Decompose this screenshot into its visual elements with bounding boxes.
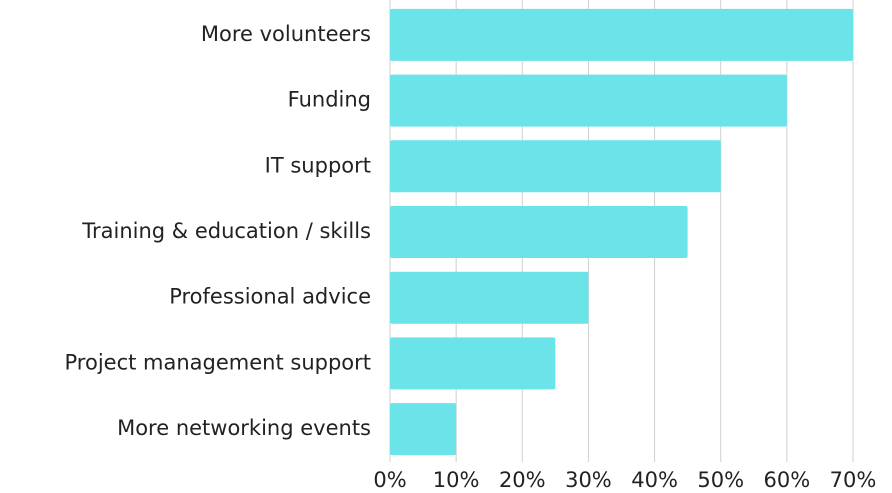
y-tick-label: IT support — [265, 153, 371, 177]
bar — [390, 271, 589, 324]
y-tick-label: More networking events — [117, 416, 371, 440]
bar — [390, 74, 787, 127]
x-tick-label: 0% — [373, 468, 406, 492]
x-tick-label: 20% — [499, 468, 546, 492]
y-tick-label: More volunteers — [201, 22, 371, 46]
x-tick-label: 60% — [764, 468, 811, 492]
y-tick-label: Professional advice — [169, 285, 371, 309]
bar — [390, 140, 721, 193]
x-tick-label: 10% — [433, 468, 480, 492]
bar — [390, 403, 457, 456]
x-tick-label: 40% — [631, 468, 678, 492]
y-tick-label: Project management support — [65, 350, 372, 374]
y-tick-label: Training & education / skills — [81, 219, 371, 243]
bar — [390, 206, 688, 258]
x-tick-label: 50% — [697, 468, 744, 492]
bar — [390, 337, 556, 390]
x-tick-label: 30% — [565, 468, 612, 492]
x-tick-label: 70% — [830, 468, 877, 492]
y-tick-label: Funding — [288, 88, 371, 112]
bar — [390, 8, 853, 61]
